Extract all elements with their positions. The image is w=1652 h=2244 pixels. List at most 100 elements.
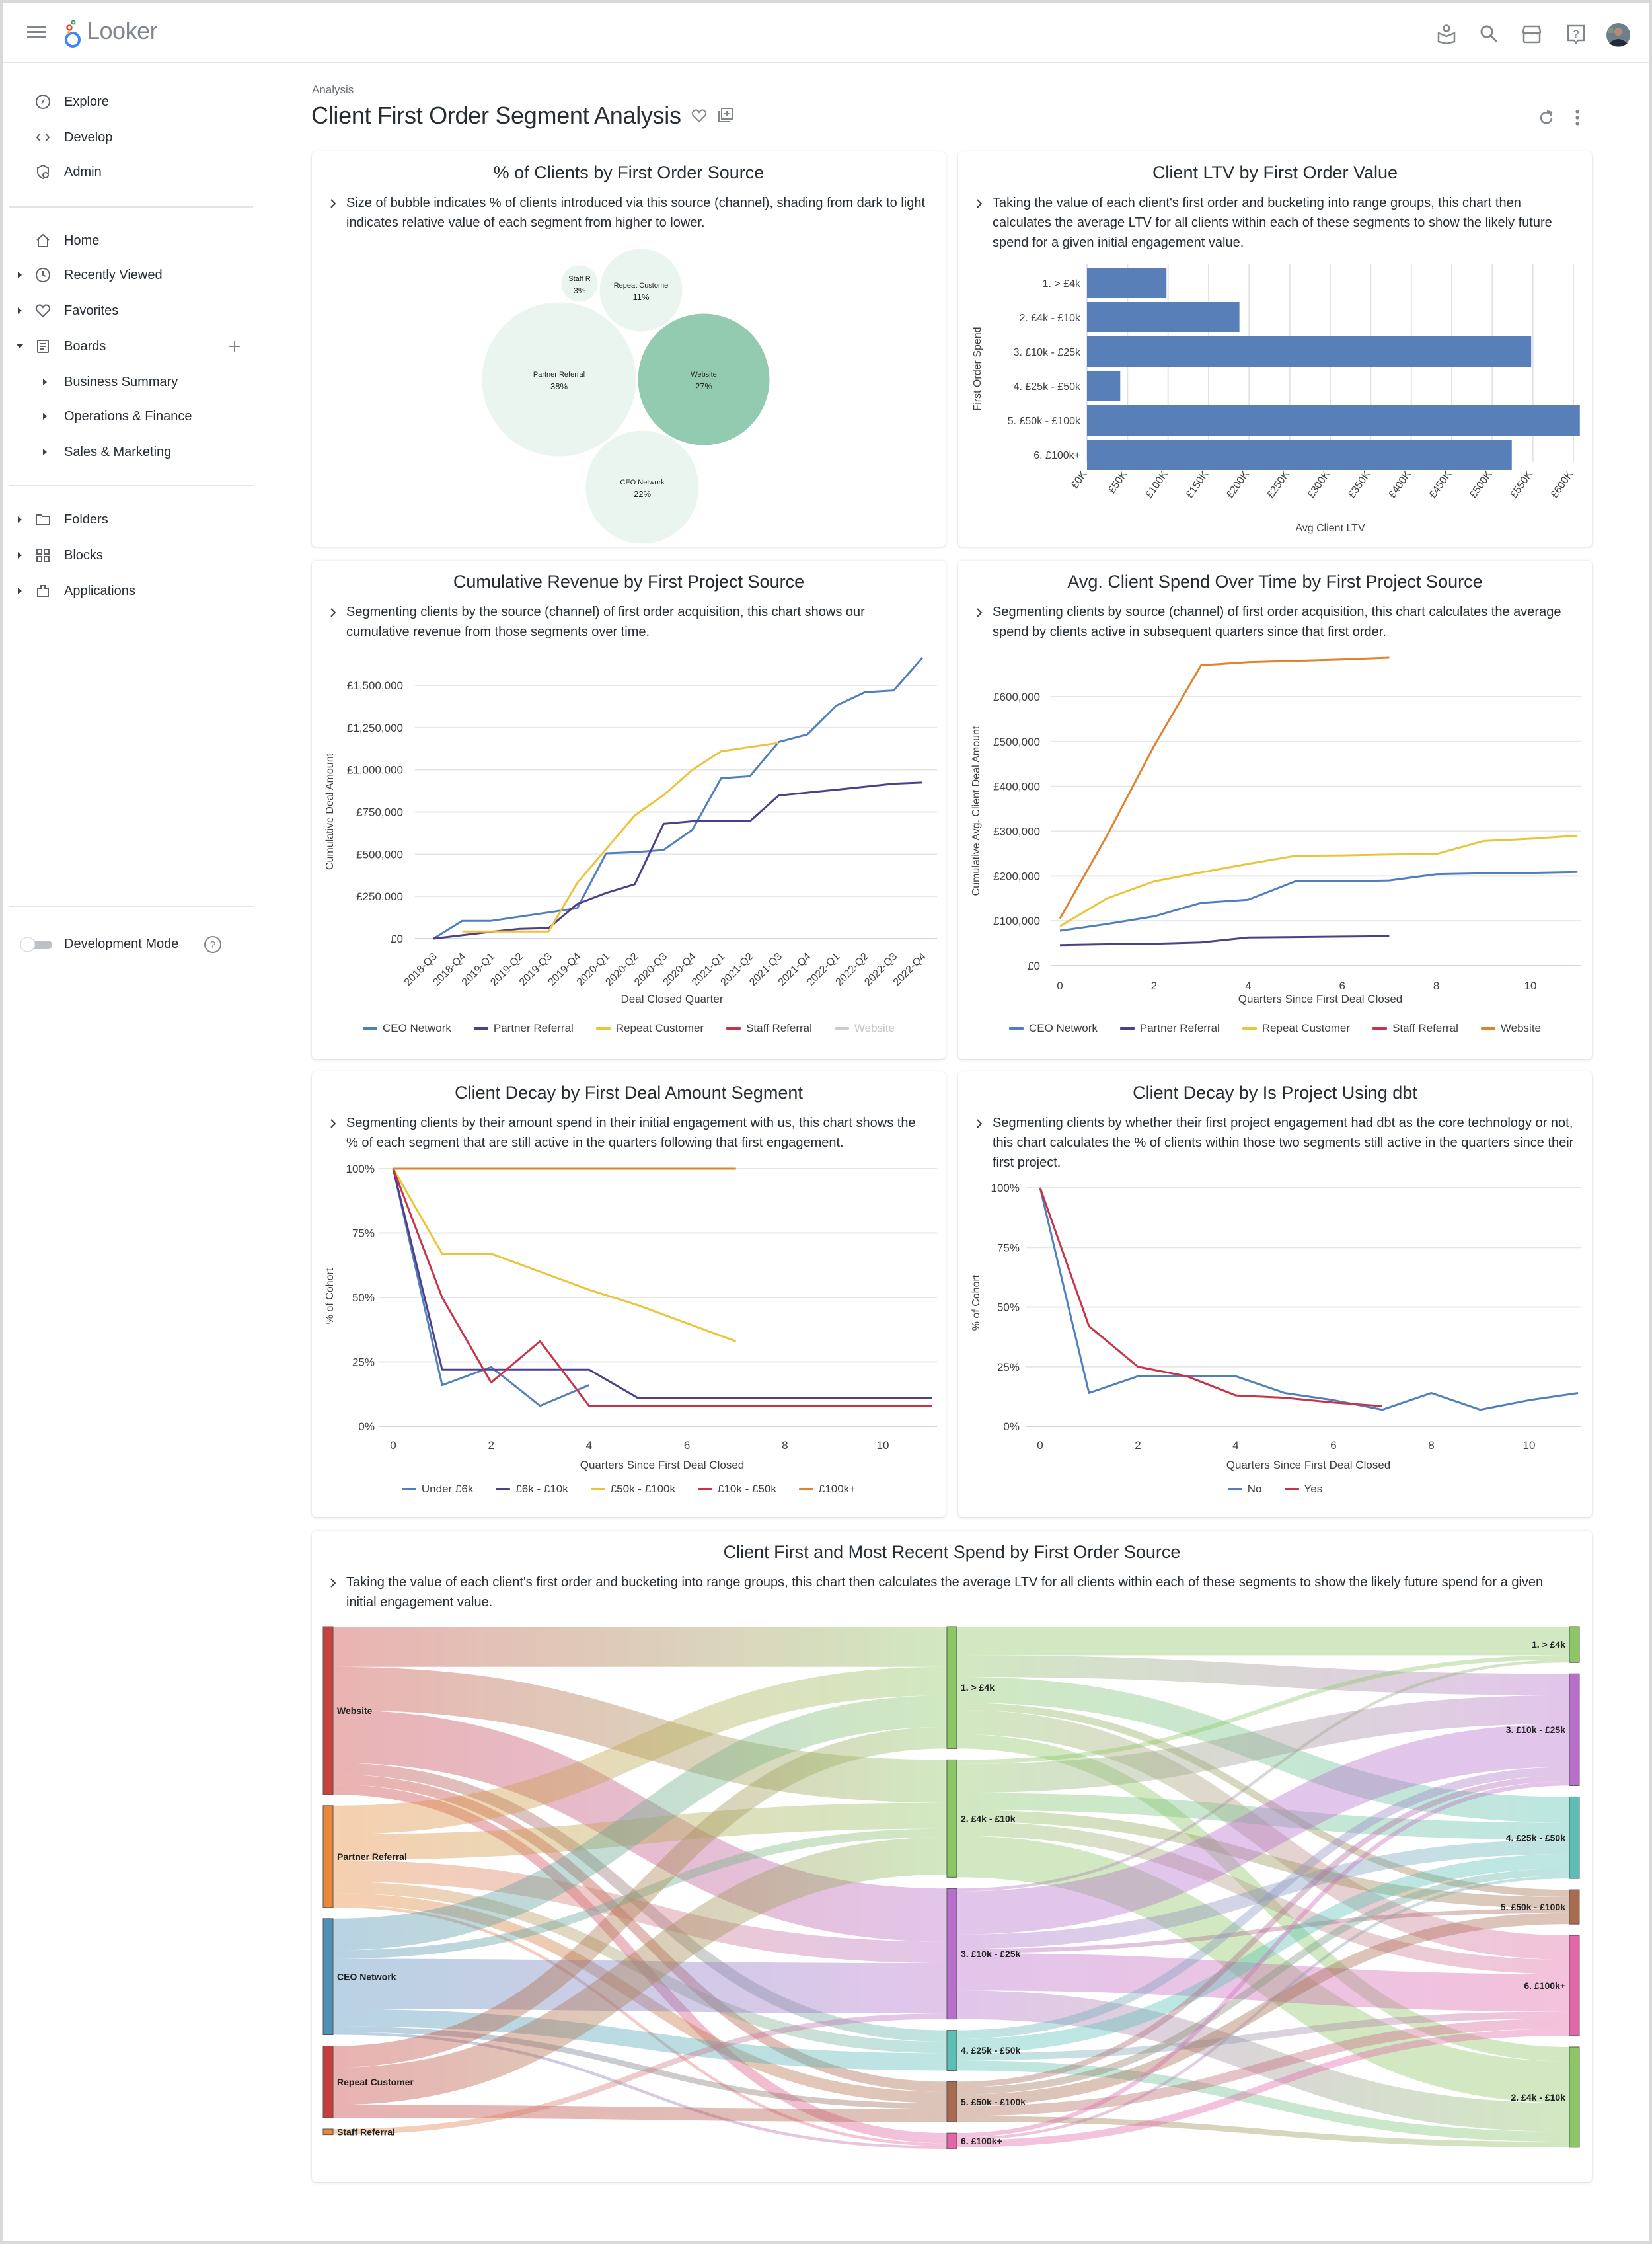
chevron-right-icon[interactable]: [975, 198, 983, 209]
hamburger-menu-icon[interactable]: [27, 25, 46, 40]
bubble-label: Partner Referral: [533, 371, 585, 379]
chevron-down-icon[interactable]: [15, 341, 24, 352]
add-to-board-icon[interactable]: [717, 107, 734, 124]
legend-label: CEO Network: [1028, 1022, 1098, 1034]
blocks-icon: [36, 549, 50, 562]
chevron-right-icon[interactable]: [15, 586, 24, 596]
bubble: Repeat Custome 11%: [599, 248, 683, 332]
bubble-label: Website: [691, 371, 717, 379]
sidebar-item-favorites[interactable]: Favorites: [3, 297, 258, 324]
sidebar-item-develop[interactable]: Develop: [3, 124, 258, 151]
legend-swatch: [1119, 1027, 1135, 1030]
chevron-right-icon[interactable]: [975, 1118, 983, 1129]
legend-item[interactable]: £50k - £100k: [590, 1483, 675, 1496]
chevron-right-icon[interactable]: [329, 1578, 337, 1588]
sidebar-item-boards[interactable]: Boards: [3, 333, 258, 360]
legend-item[interactable]: CEO Network: [362, 1022, 451, 1035]
x-axis-title: Avg Client LTV: [1295, 523, 1365, 534]
legend-item[interactable]: CEO Network: [1008, 1022, 1098, 1035]
chevron-right-icon[interactable]: [329, 1118, 337, 1129]
sidebar-item-applications[interactable]: Applications: [3, 578, 258, 604]
y-tick-label: £500,000: [356, 848, 403, 861]
avatar[interactable]: [1606, 22, 1631, 48]
sidebar-item-explore[interactable]: Explore: [3, 89, 258, 115]
learn-icon[interactable]: [1437, 24, 1456, 44]
bar: [1087, 371, 1121, 401]
help-circle-icon[interactable]: ?: [203, 935, 223, 954]
legend-item[interactable]: Staff Referral: [726, 1022, 812, 1035]
tile-decay-by-dbt: Client Decay by Is Project Using dbt Seg…: [958, 1071, 1592, 1517]
x-tick-label: £450K: [1427, 469, 1454, 500]
legend-item[interactable]: Website: [1480, 1022, 1541, 1035]
legend-item[interactable]: Yes: [1284, 1483, 1322, 1496]
legend-item[interactable]: Repeat Customer: [595, 1022, 704, 1035]
chevron-right-icon[interactable]: [15, 550, 24, 561]
legend-item[interactable]: Under £6k: [401, 1483, 473, 1496]
bubble-label: Repeat Custome: [614, 282, 669, 290]
line-chart: 0% 25% 50% 75% 100% 0 2 4 6 8 10 Quarters Since Fir…: [324, 1163, 937, 1471]
line-chart: £0 £250,000 £500,000 £750,000 £1,000,000 £1,2…: [324, 656, 937, 1005]
chevron-right-icon[interactable]: [329, 198, 337, 209]
chevron-right-icon[interactable]: [975, 607, 983, 618]
chevron-right-icon[interactable]: [40, 377, 50, 387]
chevron-right-icon[interactable]: [15, 514, 24, 525]
chevron-right-icon[interactable]: [329, 607, 337, 618]
page-title-row: Client First Order Segment Analysis: [311, 102, 734, 130]
legend-item[interactable]: Partner Referral: [1119, 1022, 1220, 1035]
sankey-node-label: 2. £4k - £10k: [1511, 2092, 1565, 2103]
refresh-icon[interactable]: [1538, 109, 1555, 126]
app-name[interactable]: Looker: [87, 17, 158, 44]
x-tick-label: 2: [1151, 980, 1157, 992]
legend-item[interactable]: £6k - £10k: [496, 1483, 568, 1496]
more-options-icon[interactable]: [1573, 108, 1582, 127]
sidebar-item-folders[interactable]: Folders: [3, 506, 258, 533]
tile-avg-client-spend: Avg. Client Spend Over Time by First Pro…: [958, 561, 1592, 1059]
x-axis-title: Quarters Since First Deal Closed: [1226, 1459, 1390, 1471]
tile-title: Cumulative Revenue by First Project Sour…: [453, 572, 805, 592]
legend-item[interactable]: Website: [834, 1022, 895, 1035]
bubble-value: 22%: [634, 489, 651, 499]
legend-item[interactable]: £100k+: [798, 1483, 856, 1496]
x-tick-label: 4: [1232, 1439, 1238, 1451]
favorite-heart-icon[interactable]: [691, 108, 708, 124]
top-bar: Looker ?: [3, 3, 1649, 63]
development-mode-toggle[interactable]: [19, 936, 56, 953]
chevron-right-icon[interactable]: [15, 305, 24, 316]
chevron-right-icon[interactable]: [15, 270, 24, 280]
marketplace-icon[interactable]: [1522, 25, 1542, 44]
sankey-link: [956, 1839, 1570, 1949]
legend-swatch: [1372, 1027, 1388, 1030]
sidebar-board-operations-finance[interactable]: Operations & Finance: [3, 403, 258, 430]
sankey-node-label: Repeat Customer: [337, 2077, 414, 2087]
legend-item[interactable]: Repeat Customer: [1242, 1022, 1350, 1035]
sankey-node-label: 5. £50k - £100k: [961, 2097, 1026, 2107]
sidebar-item-recently-viewed[interactable]: Recently Viewed: [3, 262, 258, 288]
breadcrumb[interactable]: Analysis: [312, 83, 354, 96]
help-icon[interactable]: ?: [1566, 24, 1586, 45]
series-line: [392, 1168, 737, 1342]
tile-description: Segmenting clients by whether their firs…: [993, 1116, 1574, 1170]
legend-item[interactable]: Staff Referral: [1372, 1022, 1458, 1035]
looker-logo-icon: [65, 20, 81, 48]
sankey-node-label: 4. £25k - £50k: [961, 2045, 1021, 2056]
chevron-right-icon[interactable]: [40, 411, 50, 422]
sankey-link: [956, 1990, 1570, 2132]
sidebar-board-business-summary[interactable]: Business Summary: [3, 369, 258, 395]
search-icon[interactable]: [1480, 24, 1498, 43]
sankey-link: [956, 1655, 1570, 1764]
sidebar-board-sales-marketing[interactable]: Sales & Marketing: [3, 439, 258, 465]
y-axis-title: % of Cohort: [971, 1274, 982, 1331]
sidebar-item-admin[interactable]: Admin: [3, 159, 258, 185]
sidebar-item-home[interactable]: Home: [3, 227, 258, 254]
sankey-link: [956, 1781, 1570, 2138]
sidebar-item-blocks[interactable]: Blocks: [3, 542, 258, 568]
legend-item[interactable]: Partner Referral: [473, 1022, 574, 1035]
tile-title: Client Decay by Is Project Using dbt: [1133, 1083, 1417, 1103]
add-board-icon[interactable]: [228, 340, 241, 353]
bubble-circle: [637, 313, 770, 446]
chevron-right-icon[interactable]: [40, 447, 50, 457]
legend-item[interactable]: £10k - £50k: [698, 1483, 776, 1496]
sidebar-item-label: Sales & Marketing: [64, 444, 172, 459]
legend-item[interactable]: No: [1227, 1483, 1262, 1496]
sankey-node: [1569, 1673, 1580, 1786]
